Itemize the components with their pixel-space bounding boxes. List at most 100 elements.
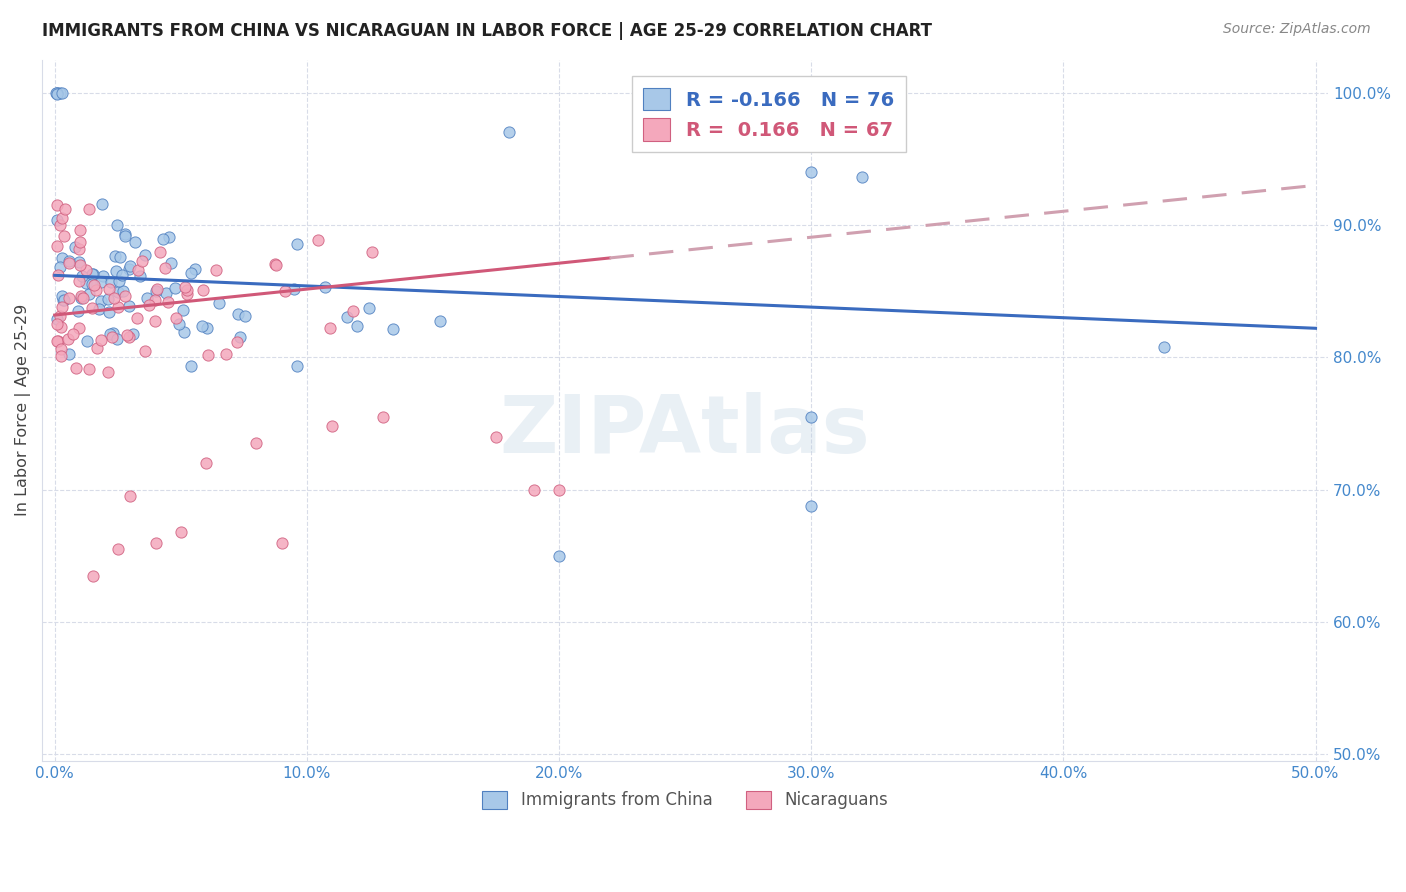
- Point: [72, 291, 94, 305]
- Point: [245, 436, 267, 450]
- Point: [100, 275, 122, 289]
- Point: [146, 282, 169, 296]
- Point: [176, 283, 198, 297]
- Point: [90, 333, 112, 347]
- Point: [264, 257, 287, 271]
- Point: [498, 125, 520, 139]
- Point: [159, 256, 181, 270]
- Point: [107, 300, 129, 314]
- Point: [53, 293, 76, 307]
- Point: [342, 303, 364, 318]
- Point: [176, 286, 198, 301]
- Point: [97, 305, 120, 319]
- Point: [108, 274, 131, 288]
- Point: [118, 259, 141, 273]
- Point: [104, 264, 127, 278]
- Point: [46, 239, 69, 253]
- Point: [70, 289, 93, 303]
- Point: [58, 256, 80, 270]
- Point: [314, 280, 336, 294]
- Point: [172, 303, 194, 318]
- Point: [108, 250, 131, 264]
- Point: [80, 267, 103, 281]
- Point: [180, 266, 202, 280]
- Point: [136, 291, 159, 305]
- Point: [163, 281, 186, 295]
- Point: [86, 341, 108, 355]
- Legend: Immigrants from China, Nicaraguans: Immigrants from China, Nicaraguans: [475, 784, 894, 816]
- Point: [97, 282, 120, 296]
- Point: [46, 334, 69, 348]
- Point: [118, 329, 141, 343]
- Point: [101, 326, 124, 340]
- Point: [226, 334, 249, 349]
- Point: [270, 535, 292, 549]
- Point: [51, 251, 73, 265]
- Point: [205, 263, 228, 277]
- Point: [143, 313, 166, 327]
- Point: [51, 86, 73, 100]
- Point: [485, 430, 508, 444]
- Point: [45, 86, 67, 100]
- Point: [800, 499, 823, 513]
- Point: [118, 262, 141, 277]
- Point: [49, 310, 72, 324]
- Point: [70, 291, 93, 305]
- Point: [226, 307, 249, 321]
- Point: [111, 285, 134, 299]
- Point: [58, 347, 80, 361]
- Point: [191, 283, 214, 297]
- Point: [138, 298, 160, 312]
- Point: [357, 301, 380, 315]
- Point: [67, 255, 90, 269]
- Point: [46, 268, 69, 282]
- Point: [76, 334, 98, 348]
- Text: IMMIGRANTS FROM CHINA VS NICARAGUAN IN LABOR FORCE | AGE 25-29 CORRELATION CHART: IMMIGRANTS FROM CHINA VS NICARAGUAN IN L…: [42, 22, 932, 40]
- Point: [170, 525, 193, 540]
- Point: [46, 198, 69, 212]
- Point: [87, 301, 110, 316]
- Point: [101, 330, 124, 344]
- Point: [381, 322, 404, 336]
- Point: [143, 293, 166, 307]
- Point: [51, 349, 73, 363]
- Point: [283, 282, 305, 296]
- Point: [83, 278, 105, 293]
- Point: [97, 365, 120, 379]
- Point: [114, 227, 136, 241]
- Point: [70, 269, 93, 284]
- Point: [134, 248, 156, 262]
- Point: [69, 258, 91, 272]
- Point: [51, 211, 73, 226]
- Point: [75, 263, 97, 277]
- Point: [90, 197, 112, 211]
- Point: [131, 254, 153, 268]
- Point: [125, 310, 148, 325]
- Text: Source: ZipAtlas.com: Source: ZipAtlas.com: [1223, 22, 1371, 37]
- Point: [111, 268, 134, 283]
- Point: [149, 245, 172, 260]
- Point: [548, 549, 571, 563]
- Point: [97, 292, 120, 306]
- Point: [63, 240, 86, 254]
- Point: [129, 268, 152, 283]
- Point: [77, 202, 100, 216]
- Point: [180, 359, 202, 373]
- Point: [46, 334, 69, 349]
- Point: [46, 317, 69, 331]
- Point: [62, 326, 84, 341]
- Point: [114, 288, 136, 302]
- Point: [51, 301, 73, 315]
- Point: [105, 219, 128, 233]
- Point: [46, 86, 69, 100]
- Text: ZIPAtlas: ZIPAtlas: [499, 392, 870, 470]
- Point: [49, 218, 72, 232]
- Point: [103, 291, 125, 305]
- Point: [183, 261, 205, 276]
- Point: [53, 202, 76, 216]
- Point: [49, 319, 72, 334]
- Point: [104, 249, 127, 263]
- Point: [264, 258, 287, 272]
- Point: [173, 325, 195, 339]
- Point: [346, 319, 368, 334]
